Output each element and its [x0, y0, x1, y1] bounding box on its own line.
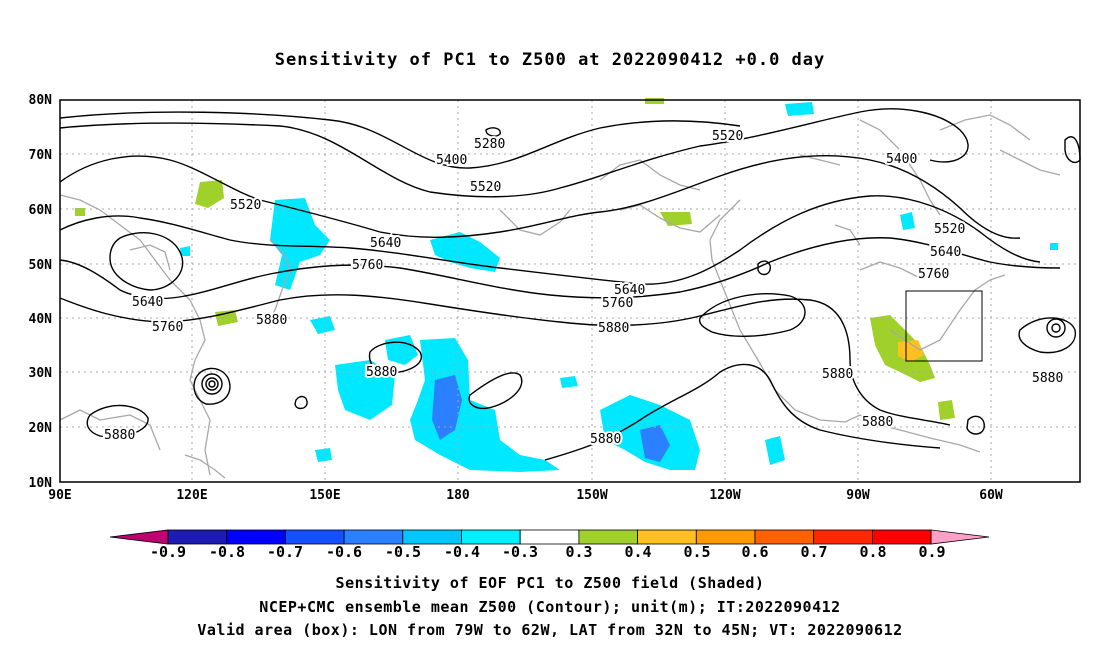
lon-label: 180	[446, 488, 470, 503]
contour-label: 5640	[614, 283, 645, 298]
colorbar-cell	[695, 529, 756, 545]
lon-label: 150W	[576, 488, 607, 503]
colorbar-label: -0.5	[385, 543, 421, 561]
colorbar-cell	[519, 529, 580, 545]
colorbar-cell	[578, 529, 639, 545]
colorbar-cell	[872, 529, 932, 545]
colorbar-cell	[813, 529, 873, 545]
colorbar-cell	[461, 529, 521, 545]
colorbar-cell	[402, 529, 462, 545]
lat-label: 50N	[29, 258, 53, 273]
lat-label: 70N	[29, 148, 53, 163]
contour-label: 5880	[598, 321, 629, 336]
colorbar-cell	[754, 529, 815, 545]
contour-label: 5760	[352, 258, 383, 273]
caption-valid-area: Valid area (box): LON from 79W to 62W, L…	[197, 621, 903, 639]
latitude-labels: 80N 70N 60N 50N 40N 30N 20N 10N	[29, 93, 53, 491]
colorbar-cells	[109, 529, 990, 545]
lat-label: 10N	[29, 476, 53, 491]
positive-sensitivity-shading	[75, 98, 955, 420]
contour-label: 5880	[1032, 371, 1063, 386]
colorbar-cell	[637, 529, 697, 545]
colorbar-cell	[284, 529, 345, 545]
contour-label: 5400	[436, 153, 467, 168]
lon-label: 150E	[309, 488, 340, 503]
contour-label: 5880	[862, 415, 893, 430]
colorbar-label: 0.3	[565, 543, 592, 561]
colorbar-end-high	[930, 529, 990, 545]
colorbar-label: 0.5	[683, 543, 710, 561]
colorbar-label: 0.4	[624, 543, 651, 561]
contour-label: 5520	[470, 180, 501, 195]
colorbar-end-low	[109, 529, 169, 545]
contour-label: 5760	[152, 320, 183, 335]
caption-contour: NCEP+CMC ensemble mean Z500 (Contour); u…	[259, 598, 841, 616]
colorbar-cell	[167, 529, 228, 545]
colorbar-label: 0.8	[859, 543, 886, 561]
contour-label: 5880	[104, 428, 135, 443]
contour-label: 5640	[370, 236, 401, 251]
negative-sensitivity-shading	[180, 102, 1058, 472]
z500-contours	[59, 108, 1081, 461]
longitude-labels: 90E 120E 150E 180 150W 120W 90W 60W	[48, 488, 1003, 503]
lat-label: 60N	[29, 203, 53, 218]
colorbar-label: 0.7	[800, 543, 827, 561]
lon-label: 90W	[846, 488, 870, 503]
lat-label: 30N	[29, 366, 53, 381]
lon-label: 90E	[48, 488, 71, 503]
colorbar-label: -0.7	[267, 543, 303, 561]
colorbar-labels: -0.9 -0.8 -0.7 -0.6 -0.5 -0.4 -0.3 0.3 0…	[150, 543, 946, 561]
colorbar-label: -0.9	[150, 543, 186, 561]
colorbar-label: 0.9	[918, 543, 945, 561]
contour-label: 5760	[918, 267, 949, 282]
colorbar-label: 0.6	[741, 543, 768, 561]
contour-label: 5400	[886, 152, 917, 167]
colorbar-cell	[226, 529, 286, 545]
contour-label: 5520	[712, 129, 743, 144]
contour-label: 5640	[132, 295, 163, 310]
colorbar-label: -0.3	[502, 543, 538, 561]
lat-label: 80N	[29, 93, 53, 108]
contour-label: 5640	[930, 245, 961, 260]
contour-label: 5520	[934, 222, 965, 237]
valid-area-box	[905, 290, 983, 362]
caption-shading: Sensitivity of EOF PC1 to Z500 field (Sh…	[335, 574, 765, 592]
contour-label: 5880	[822, 367, 853, 382]
contour-label: 5280	[474, 137, 505, 152]
contour-label: 5520	[230, 198, 261, 213]
contour-label: 5880	[366, 365, 397, 380]
contour-label: 5760	[602, 296, 633, 311]
graticule	[60, 100, 1080, 482]
lon-label: 120E	[176, 488, 207, 503]
page-title: Sensitivity of PC1 to Z500 at 2022090412…	[274, 50, 826, 70]
colorbar-label: -0.4	[444, 543, 480, 561]
lat-label: 20N	[29, 421, 53, 436]
contour-label: 5880	[256, 313, 287, 328]
contour-labels: 5280 5400 5520 5520 5520 5400 5520 5640 …	[102, 127, 1065, 445]
lon-label: 60W	[979, 488, 1003, 503]
colorbar: -0.9 -0.8 -0.7 -0.6 -0.5 -0.4 -0.3 0.3 0…	[109, 529, 990, 561]
map-frame	[59, 99, 1081, 483]
lon-label: 120W	[709, 488, 740, 503]
colorbar-cell	[343, 529, 404, 545]
lat-label: 40N	[29, 312, 53, 327]
colorbar-label: -0.6	[326, 543, 362, 561]
colorbar-label: -0.8	[209, 543, 245, 561]
contour-label: 5880	[590, 432, 621, 447]
